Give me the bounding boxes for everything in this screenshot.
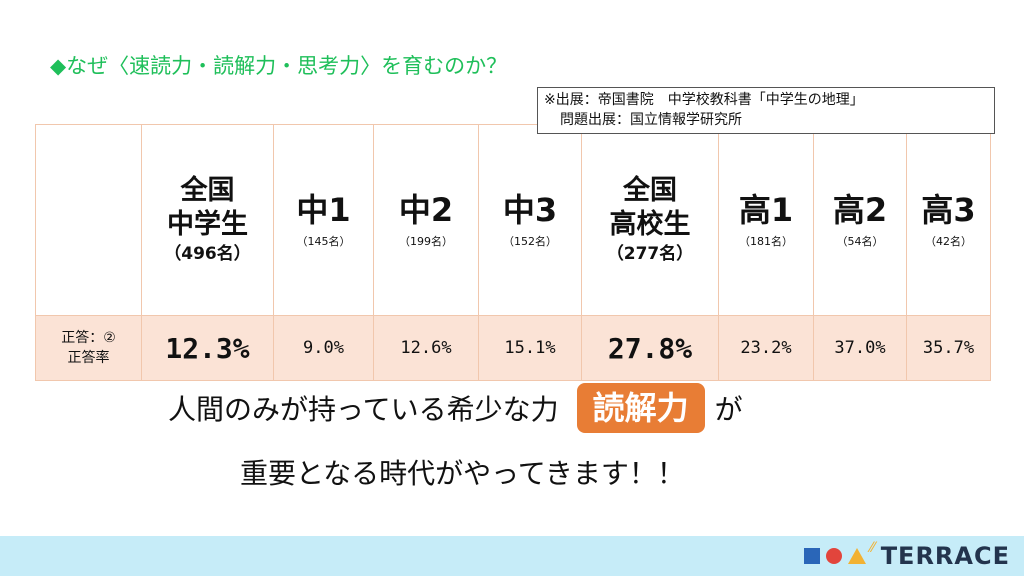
source-note: ※出展：帝国書院 中学校教科書「中学生の地理」 問題出展：国立情報学研究所	[537, 87, 995, 134]
source-line-2: 問題出展：国立情報学研究所	[560, 112, 742, 128]
header-row: 全国 中学生 （496名） 中1 （145名） 中2 （199名） 中3 （15…	[35, 124, 991, 316]
correct-rate-row: 正答：② 正答率 12.3% 9.0% 12.6% 15.1% 27.8% 23…	[35, 315, 991, 381]
col-jhs1: 中1 （145名）	[273, 124, 374, 316]
col-national-hs: 全国 高校生 （277名）	[581, 124, 719, 316]
col-jhs3: 中3 （152名）	[478, 124, 582, 316]
value-cell: 37.0%	[813, 315, 907, 381]
value-cell: 27.8%	[581, 315, 719, 381]
triangle-icon	[848, 548, 866, 564]
highlight-badge: 読解力	[576, 383, 705, 433]
message-prefix: 人間のみが持っている希少な力	[168, 393, 559, 426]
results-table: 全国 中学生 （496名） 中1 （145名） 中2 （199名） 中3 （15…	[35, 124, 991, 381]
sparkle-icon: ⁄⁄	[870, 540, 875, 556]
square-icon	[804, 548, 820, 564]
col-jhs2: 中2 （199名）	[373, 124, 479, 316]
corner-cell	[35, 124, 142, 316]
message-line-2: 重要となる時代がやってきます！！	[240, 457, 685, 490]
value-cell: 35.7%	[906, 315, 991, 381]
value-cell: 15.1%	[478, 315, 582, 381]
source-line-1: ※出展：帝国書院 中学校教科書「中学生の地理」	[544, 92, 864, 108]
col-hs1: 高1 （181名）	[718, 124, 814, 316]
message-suffix: が	[714, 393, 743, 426]
page-title: ◆なぜ〈速読力・読解力・思考力〉を育むのか？	[50, 54, 508, 78]
col-hs2: 高2 （54名）	[813, 124, 907, 316]
value-cell: 12.6%	[373, 315, 479, 381]
circle-icon	[826, 548, 842, 564]
value-cell: 9.0%	[273, 315, 374, 381]
terrace-logo: ⁄⁄ TERRACE	[804, 538, 1010, 574]
value-cell: 12.3%	[141, 315, 274, 381]
row-label: 正答：② 正答率	[35, 315, 142, 381]
col-national-jhs: 全国 中学生 （496名）	[141, 124, 274, 316]
logo-text: TERRACE	[880, 542, 1010, 570]
message-line-1: 人間のみが持っている希少な力 読解力 が	[168, 380, 743, 436]
value-cell: 23.2%	[718, 315, 814, 381]
col-hs3: 高3 （42名）	[906, 124, 991, 316]
footer-bar: ⁄⁄ TERRACE	[0, 536, 1024, 576]
